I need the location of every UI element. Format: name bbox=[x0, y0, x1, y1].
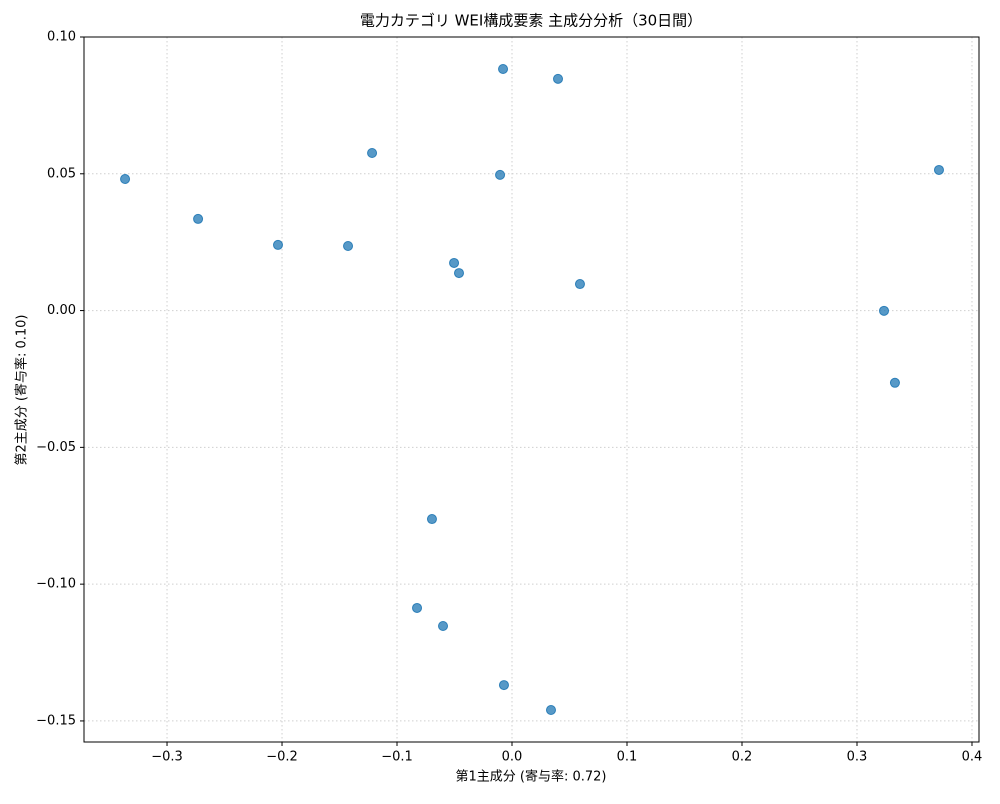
point bbox=[272, 239, 283, 250]
point bbox=[879, 305, 890, 316]
point bbox=[495, 169, 506, 180]
point bbox=[545, 704, 556, 715]
y-tick-label: 0.10 bbox=[47, 30, 76, 45]
point bbox=[933, 164, 944, 175]
x-tick-label: 0.0 bbox=[502, 750, 523, 765]
point bbox=[574, 279, 585, 290]
y-axis-label: 第2主成分 (寄与率: 0.10) bbox=[14, 314, 30, 465]
point bbox=[412, 602, 423, 613]
y-tick-label: −0.05 bbox=[36, 440, 76, 455]
points bbox=[120, 64, 944, 715]
plot-frame bbox=[83, 36, 980, 743]
point bbox=[426, 514, 437, 525]
point bbox=[498, 64, 509, 75]
point bbox=[453, 268, 464, 279]
y-tick-label: −0.10 bbox=[36, 577, 76, 592]
point bbox=[120, 173, 131, 184]
x-tick-label: −0.3 bbox=[151, 750, 183, 765]
x-tick-label: 0.1 bbox=[617, 750, 638, 765]
point bbox=[367, 147, 378, 158]
point bbox=[193, 213, 204, 224]
x-tick-label: −0.2 bbox=[266, 750, 298, 765]
y-tick-label: 0.05 bbox=[47, 166, 76, 181]
point bbox=[889, 377, 900, 388]
point bbox=[553, 73, 564, 84]
point bbox=[343, 241, 354, 252]
x-tick-label: −0.1 bbox=[381, 750, 413, 765]
x-tick-label: 0.4 bbox=[962, 750, 983, 765]
y-tick-label: −0.15 bbox=[36, 713, 76, 728]
point bbox=[438, 621, 449, 632]
x-tick-label: 0.2 bbox=[732, 750, 753, 765]
y-tick-label: 0.00 bbox=[47, 303, 76, 318]
point bbox=[498, 680, 509, 691]
chart-title: 電力カテゴリ WEI構成要素 主成分分析（30日間） bbox=[360, 12, 702, 30]
point bbox=[449, 257, 460, 268]
x-tick-label: 0.3 bbox=[847, 750, 868, 765]
grid bbox=[84, 36, 979, 742]
x-axis-label: 第1主成分 (寄与率: 0.72) bbox=[455, 769, 606, 785]
